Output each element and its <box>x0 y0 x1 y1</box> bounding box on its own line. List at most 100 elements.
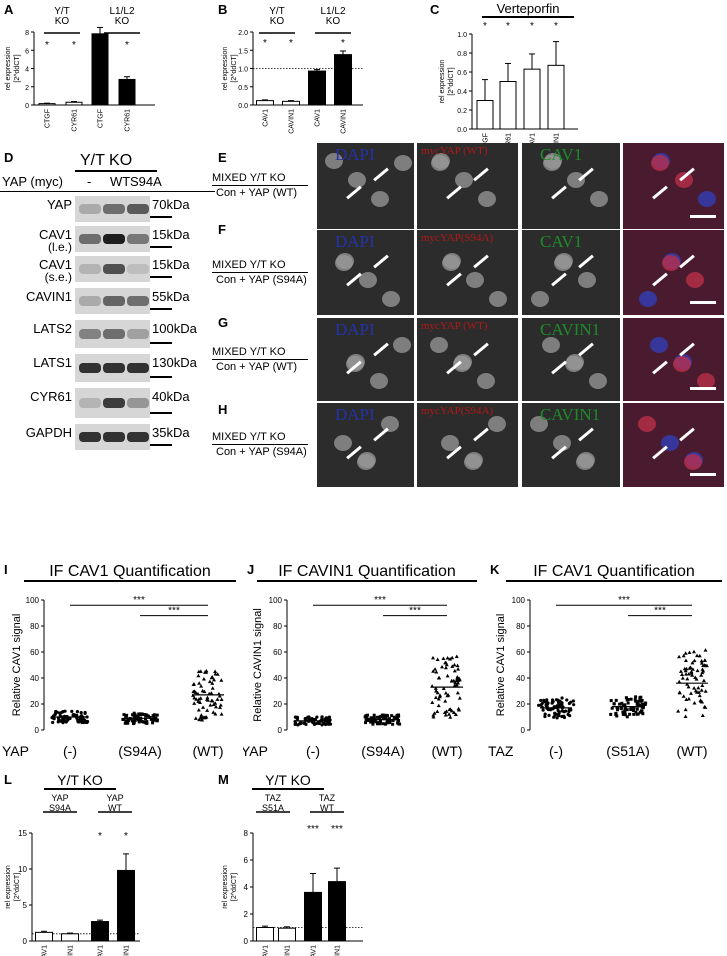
panel-label-e: E <box>218 150 227 165</box>
y-axis-label: rel expression <box>222 47 229 91</box>
data-point <box>541 708 545 712</box>
data-point <box>213 669 218 673</box>
data-point <box>58 711 62 715</box>
category-label: CAVIN1 <box>67 945 74 956</box>
micro-channel-label: CAVIN1 <box>540 405 601 424</box>
micro-channel-label: CAVIN1 <box>540 320 601 339</box>
micro-condition-line1: MIXED Y/T KO <box>212 258 286 271</box>
significance-star: *** <box>307 824 319 835</box>
micro-image: mycYAP(S94A) <box>417 230 518 315</box>
category-label: CAV1 <box>41 945 48 956</box>
blot-size-label: 100kDa <box>152 321 197 336</box>
data-point <box>687 666 692 670</box>
data-point <box>629 697 633 701</box>
data-point <box>697 653 702 658</box>
data-point <box>614 698 618 702</box>
micro-arrow <box>373 427 389 442</box>
significance-star: * <box>341 38 345 49</box>
data-point <box>628 712 632 716</box>
blot-strip <box>75 354 150 382</box>
group-label: KO <box>326 16 341 27</box>
data-point <box>210 681 215 685</box>
micro-cell <box>543 155 561 171</box>
data-point <box>293 722 297 726</box>
data-point <box>623 706 627 710</box>
micro-arrow <box>578 254 594 269</box>
scatter-panel-j: IF CAVIN1 Quantification 0 20 40 60 80 100 Rela… <box>243 563 477 759</box>
y-tick-label: 2 <box>244 910 249 919</box>
data-point <box>560 714 564 719</box>
micro-arrow <box>373 254 389 269</box>
y-tick-label: 1.0 <box>457 32 467 39</box>
data-point <box>124 715 128 719</box>
data-point <box>199 713 204 717</box>
data-point <box>201 676 206 681</box>
group-label: YAP <box>51 793 68 803</box>
group-label: WT <box>320 803 334 813</box>
significance-star: *** <box>331 824 343 835</box>
micro-image: DAPI <box>317 403 414 487</box>
data-point <box>431 713 436 717</box>
blot-size-label: 40kDa <box>152 389 190 404</box>
data-point <box>430 655 435 660</box>
data-point <box>208 703 213 707</box>
data-point <box>435 709 440 713</box>
data-point <box>440 664 445 669</box>
data-point <box>539 698 543 703</box>
data-point <box>620 701 624 705</box>
data-point <box>677 690 682 694</box>
factor-label: YAP <box>243 743 268 759</box>
data-point <box>557 714 561 718</box>
scatter-title: IF CAVIN1 Quantification <box>278 563 456 580</box>
category-label: CAV1 <box>262 945 269 956</box>
data-point <box>315 715 319 719</box>
data-point <box>677 654 682 659</box>
data-point <box>684 666 689 671</box>
data-point <box>609 712 613 716</box>
blot-band <box>103 234 125 244</box>
data-point <box>452 662 457 667</box>
data-point <box>443 691 448 695</box>
data-point <box>691 649 696 654</box>
data-point <box>137 712 141 716</box>
data-point <box>398 722 402 726</box>
data-point <box>623 713 627 717</box>
data-point <box>445 655 450 660</box>
data-point <box>372 716 376 720</box>
data-point <box>132 721 136 725</box>
data-point <box>626 698 630 702</box>
blot-band <box>103 432 125 442</box>
category-label: CAVIN1 <box>288 109 295 134</box>
data-point <box>701 678 706 683</box>
data-point <box>217 705 222 710</box>
y-tick-label: 80 <box>516 622 525 631</box>
blot-band <box>127 398 149 408</box>
micro-cell <box>441 435 459 451</box>
data-point <box>151 721 155 725</box>
micro-image: CAVIN1 <box>522 318 620 401</box>
micro-condition-line2: Con + YAP (WT) <box>216 360 297 373</box>
micro-arrow <box>473 342 489 357</box>
y-tick-label: 0 <box>25 103 29 110</box>
group-label: YAP <box>106 793 123 803</box>
y-tick-label: 0.5 <box>238 85 248 92</box>
data-point <box>685 676 690 681</box>
micro-condition-line1: MIXED Y/T KO <box>212 345 286 358</box>
micro-cell <box>455 172 473 188</box>
data-point <box>456 706 461 711</box>
data-point <box>75 710 80 714</box>
category-label: CAVIN1 <box>334 945 341 956</box>
data-point <box>133 718 137 722</box>
blot-band <box>103 398 125 408</box>
significance-star: * <box>483 21 487 32</box>
data-point <box>444 662 449 667</box>
bar <box>499 81 517 130</box>
data-point <box>307 715 311 719</box>
category-label: CAVIN1 <box>123 945 130 956</box>
data-point <box>372 719 376 723</box>
micro-cell <box>466 272 484 288</box>
y-tick-label: 8 <box>25 30 29 37</box>
data-point <box>66 718 70 722</box>
data-point <box>132 711 136 715</box>
